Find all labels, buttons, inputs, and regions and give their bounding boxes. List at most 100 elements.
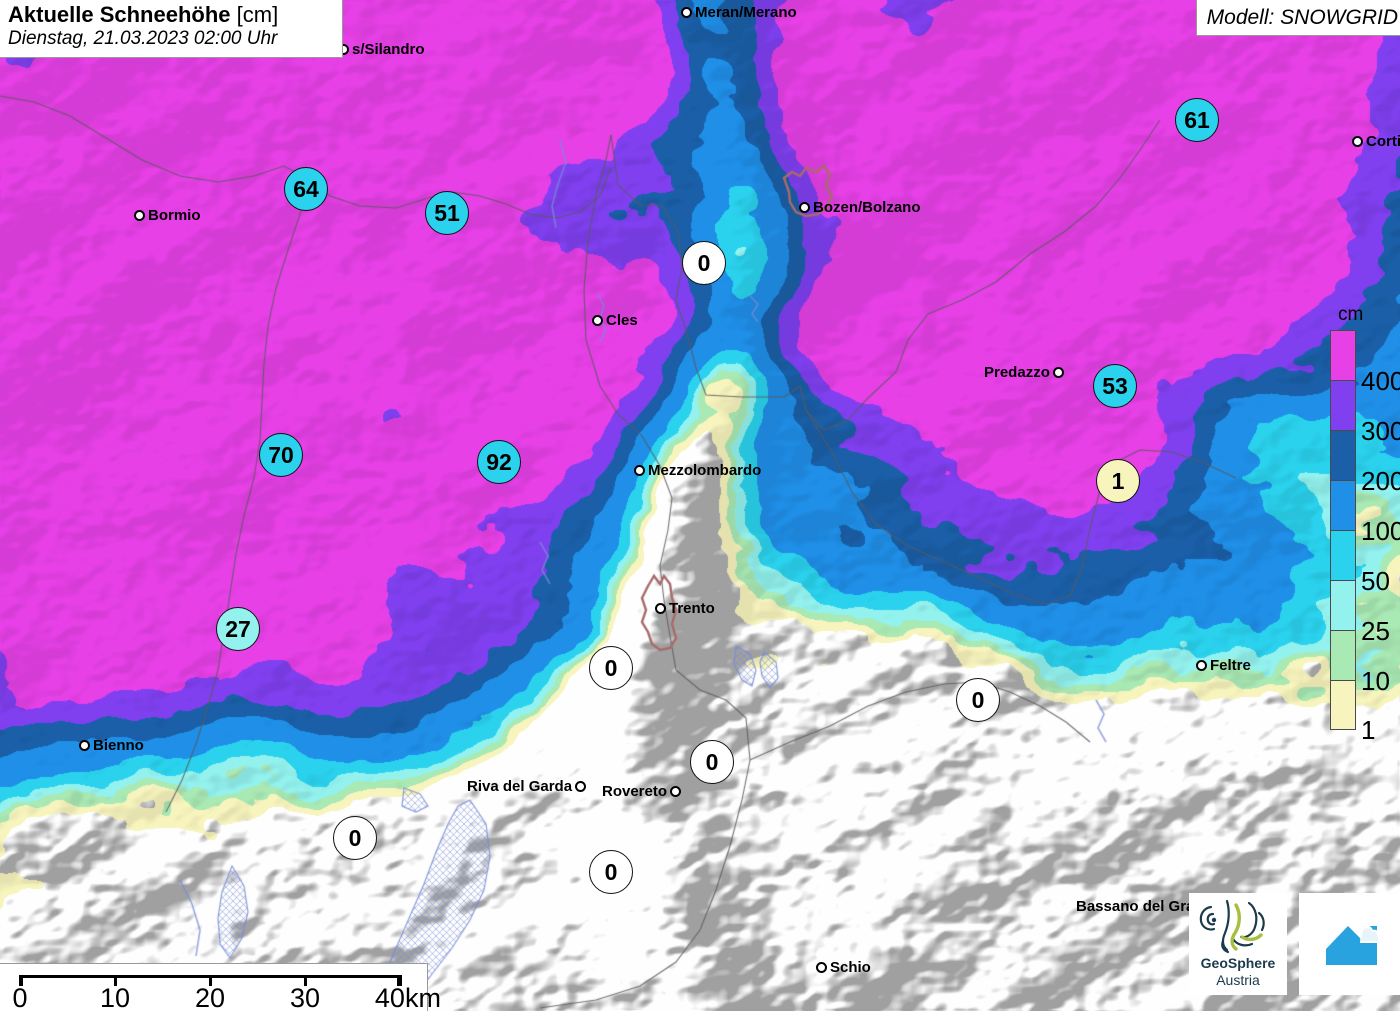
- legend-band-50: 50: [1330, 530, 1390, 594]
- legend-tick-300: 300: [1361, 416, 1400, 446]
- city-marker-icon: [634, 465, 645, 476]
- city-label-predazzo[interactable]: Predazzo: [984, 365, 1064, 380]
- city-marker-icon: [1196, 660, 1207, 671]
- city-name: Bozen/Bolzano: [813, 199, 921, 216]
- city-label-cortin[interactable]: Cortin: [1352, 134, 1400, 149]
- city-marker-icon: [575, 781, 587, 792]
- station-value-marker[interactable]: 27: [216, 607, 260, 651]
- city-marker-icon: [592, 315, 603, 326]
- geosphere-swirl-icon: [1199, 899, 1265, 954]
- legend-tick-50: 50: [1361, 566, 1390, 596]
- city-label-bienno[interactable]: Bienno: [79, 738, 144, 753]
- city-label-rovereto[interactable]: Rovereto: [602, 783, 682, 800]
- station-value-marker[interactable]: 0: [589, 646, 633, 690]
- city-name: Meran/Merano: [695, 4, 797, 21]
- city-name: Schio: [830, 959, 871, 976]
- city-marker-icon: [1352, 136, 1363, 147]
- city-name: s/Silandro: [352, 41, 425, 58]
- station-value-marker[interactable]: 0: [956, 678, 1000, 722]
- city-name: Feltre: [1210, 657, 1251, 674]
- geosphere-austria-logo: GeoSphere Austria: [1189, 893, 1287, 995]
- city-marker-icon: [79, 740, 90, 751]
- station-value-marker[interactable]: 0: [333, 816, 377, 860]
- map-timestamp: Dienstag, 21.03.2023 02:00 Uhr: [8, 28, 278, 49]
- legend-color-bands: 400 300 200 100 50 25 10 1: [1330, 330, 1400, 743]
- secondary-logo: [1299, 893, 1400, 995]
- legend-band-400: 400: [1330, 330, 1400, 394]
- model-box: Modell: SNOWGRID: [1195, 0, 1400, 36]
- scale-tick-label-1: 10: [99, 983, 131, 1011]
- station-value-marker[interactable]: 92: [477, 440, 521, 484]
- title-text: Aktuelle Schneehöhe: [8, 2, 231, 27]
- city-label-schio[interactable]: Schio: [816, 960, 871, 975]
- city-name: Mezzolombardo: [648, 462, 762, 479]
- city-label-mezzolombardo[interactable]: Mezzolombardo: [634, 463, 761, 478]
- station-value-marker[interactable]: 0: [589, 850, 633, 894]
- city-marker-icon: [655, 603, 666, 614]
- page-title: Aktuelle Schneehöhe [cm]: [8, 2, 336, 27]
- legend-band-10: 10: [1330, 630, 1390, 694]
- legend-tick-1: 1: [1361, 715, 1376, 745]
- title-unit: [cm]: [236, 2, 279, 27]
- scale-tick-mark: [208, 975, 212, 986]
- legend-unit-label: cm: [1338, 304, 1364, 325]
- scale-tick-mark: [303, 975, 307, 986]
- station-value-marker[interactable]: 70: [259, 433, 303, 477]
- city-label-feltre[interactable]: Feltre: [1196, 658, 1251, 673]
- model-label: Modell: SNOWGRID: [1206, 6, 1398, 29]
- city-label-s-silandro[interactable]: s/Silandro: [338, 42, 425, 57]
- scale-tick-mark: [398, 975, 402, 986]
- legend-tick-400: 400: [1361, 366, 1400, 396]
- legend-tick-200: 200: [1361, 466, 1400, 496]
- city-name: Rovereto: [602, 783, 668, 800]
- station-value-marker[interactable]: 0: [682, 241, 726, 285]
- scale-tick-label-3: 30: [289, 983, 321, 1011]
- city-name: Predazzo: [984, 364, 1050, 381]
- city-name: Bassano del Grappa: [1076, 898, 1222, 915]
- legend-band-200: 200: [1330, 430, 1400, 494]
- geosphere-logo-line1: GeoSphere: [1200, 955, 1276, 971]
- station-value-marker[interactable]: 51: [425, 191, 469, 235]
- city-marker-icon: [816, 962, 827, 973]
- city-label-bormio[interactable]: Bormio: [134, 208, 201, 223]
- legend-band-1: 1: [1330, 680, 1375, 743]
- station-value-marker[interactable]: 64: [284, 167, 328, 211]
- scale-tick-label-2: 20: [194, 983, 226, 1011]
- scale-tick-label-4: 40km: [374, 983, 441, 1011]
- scale-bar: 0 10 20 30 40km: [0, 963, 441, 1011]
- legend-band-300: 300: [1330, 380, 1400, 444]
- city-name: Trento: [669, 600, 715, 617]
- city-name: Riva del Garda: [467, 778, 573, 795]
- city-label-meran-merano[interactable]: Meran/Merano: [681, 5, 797, 20]
- city-name: Bormio: [148, 207, 201, 224]
- station-value-marker[interactable]: 53: [1093, 364, 1137, 408]
- city-marker-icon: [799, 202, 810, 213]
- station-value-marker[interactable]: 1: [1096, 459, 1140, 503]
- city-marker-icon: [670, 786, 682, 797]
- city-label-cles[interactable]: Cles: [592, 313, 638, 328]
- scale-tick-mark: [18, 975, 22, 986]
- legend-tick-10: 10: [1361, 666, 1390, 696]
- map-title-box: Aktuelle Schneehöhe [cm] Dienstag, 21.03…: [0, 0, 343, 58]
- city-marker-icon: [1052, 367, 1064, 378]
- station-value-marker[interactable]: 0: [690, 740, 734, 784]
- legend-band-100: 100: [1330, 480, 1400, 544]
- city-marker-icon: [681, 7, 692, 18]
- station-value-marker[interactable]: 61: [1175, 98, 1219, 142]
- scale-tick-label-0: 0: [12, 983, 28, 1011]
- geosphere-logo-line2: Austria: [1216, 972, 1260, 988]
- city-label-trento[interactable]: Trento: [655, 601, 715, 616]
- legend-tick-100: 100: [1361, 516, 1400, 546]
- colorbar-legend: cm 400 300 200 100 50 25 10 1: [1326, 303, 1400, 743]
- legend-tick-25: 25: [1361, 616, 1390, 646]
- scale-tick-mark: [113, 975, 117, 986]
- city-label-bozen-bolzano[interactable]: Bozen/Bolzano: [799, 200, 921, 215]
- city-name: Bienno: [93, 737, 144, 754]
- city-name: Cles: [606, 312, 638, 329]
- city-marker-icon: [134, 210, 145, 221]
- legend-band-25: 25: [1330, 580, 1390, 644]
- city-label-riva-del-garda[interactable]: Riva del Garda: [467, 778, 587, 795]
- city-name: Cortin: [1366, 133, 1400, 150]
